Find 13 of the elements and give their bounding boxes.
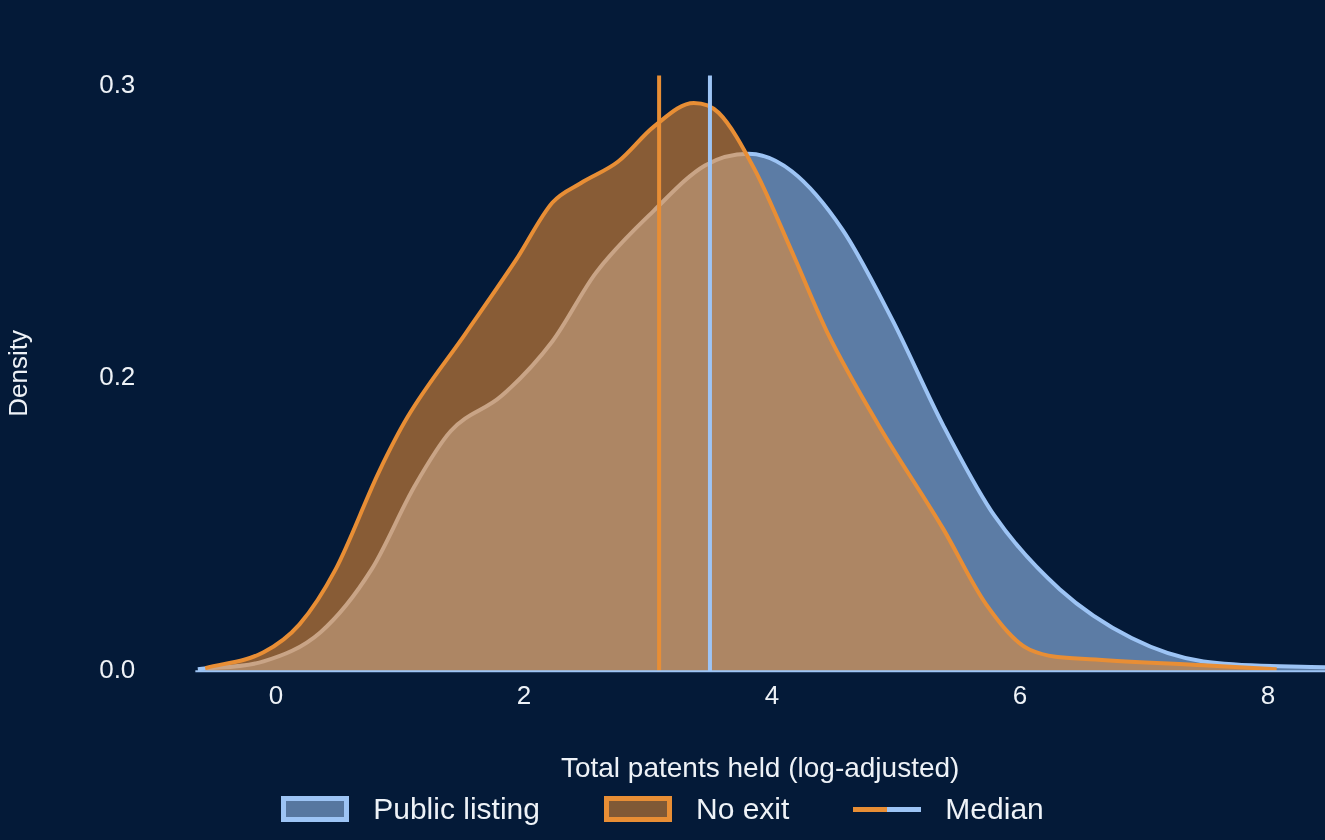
y-axis-title: Density [2, 330, 33, 417]
legend-label: Public listing [373, 792, 540, 826]
x-tick-label: 6 [1012, 679, 1028, 710]
y-tick-label: 0.3 [99, 68, 136, 99]
x-tick-label: 8 [1260, 679, 1276, 710]
y-tick-label: 0.0 [99, 654, 136, 685]
x-tick-label: 4 [764, 679, 780, 710]
legend-label: No exit [695, 792, 790, 826]
y-tick-label: 0.2 [99, 361, 136, 392]
x-tick-label: 0 [268, 679, 284, 710]
legend-label: Median [945, 792, 1044, 826]
x-axis-title: Total patents held (log-adjusted) [560, 751, 960, 783]
x-tick-label: 2 [516, 679, 532, 710]
